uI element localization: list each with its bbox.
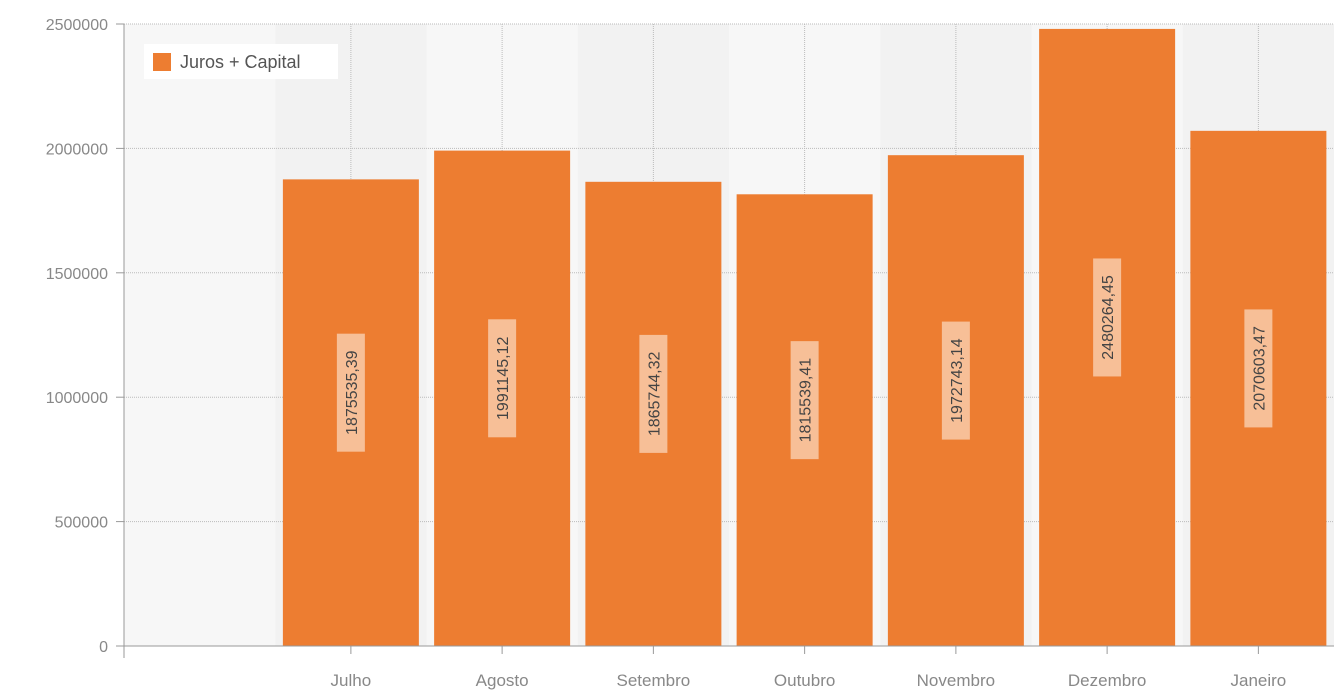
x-tick-label: Julho	[331, 671, 372, 690]
data-label-box	[336, 333, 365, 452]
data-label-box	[488, 319, 517, 438]
data-label-box	[1244, 309, 1273, 428]
data-label: 1875535,39	[344, 350, 361, 435]
data-label: 2070603,47	[1251, 326, 1268, 411]
data-label-box	[941, 321, 970, 440]
data-label-box	[639, 334, 668, 453]
data-label-group: 1991145,12	[488, 319, 517, 438]
y-tick-label: 1500000	[46, 266, 108, 283]
x-tick-label: Dezembro	[1068, 671, 1146, 690]
x-tick-label: Setembro	[617, 671, 691, 690]
legend-swatch	[153, 53, 171, 71]
data-label-group: 1875535,39	[336, 333, 365, 452]
x-tick-label: Janeiro	[1230, 671, 1286, 690]
data-label-box	[790, 341, 819, 460]
data-label-group: 1865744,32	[639, 334, 668, 453]
data-label: 1815539,41	[798, 358, 815, 443]
x-axis: Julho Agosto Setembro Outubro Novembro Dezemb…	[124, 645, 1334, 690]
legend[interactable]: Juros + Capital	[144, 44, 338, 79]
legend-box	[144, 44, 338, 79]
data-label-group: 2070603,47	[1244, 309, 1273, 428]
data-labels: 1875535,39 1991145,12 1865744,32 1815539,41…	[336, 258, 1273, 460]
x-tick-label: Novembro	[917, 671, 995, 690]
data-label-box	[1093, 258, 1122, 377]
y-tick-label: 2000000	[46, 141, 108, 158]
data-label-group: 2480264,45	[1093, 258, 1122, 377]
data-label: 1991145,12	[495, 337, 512, 420]
x-tick-label: Outubro	[774, 671, 835, 690]
legend-label: Juros + Capital	[180, 52, 301, 72]
data-label-group: 1972743,14	[941, 321, 970, 440]
data-label: 1972743,14	[949, 338, 966, 423]
y-tick-label: 2500000	[46, 17, 108, 34]
y-axis: 0 500000 1000000 1500000 2000000 2500000	[46, 17, 125, 658]
x-tick-label: Agosto	[476, 671, 529, 690]
y-tick-label: 1000000	[46, 390, 108, 407]
data-label-group: 1815539,41	[790, 341, 819, 460]
data-label: 2480264,45	[1100, 275, 1117, 360]
y-tick-label: 500000	[55, 515, 108, 532]
y-tick-label: 0	[99, 639, 108, 656]
plot-band	[124, 24, 276, 646]
data-label: 1865744,32	[646, 352, 663, 437]
